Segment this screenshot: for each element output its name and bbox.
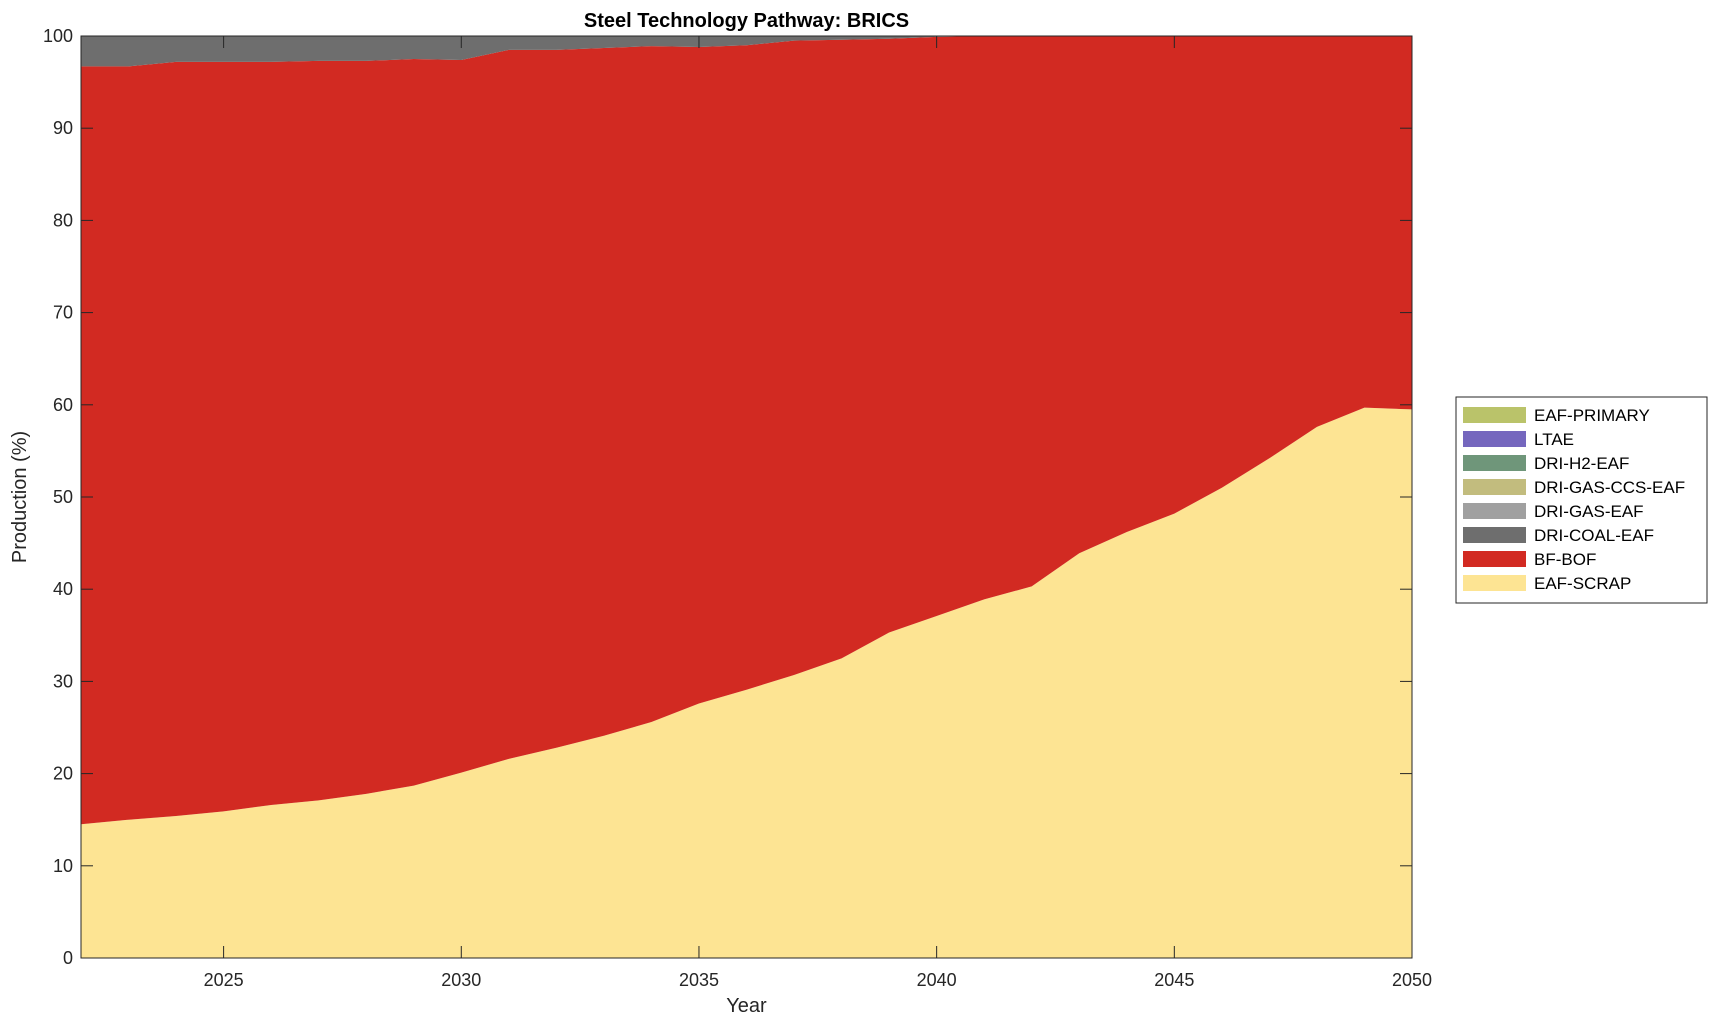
- legend-label-dri-coal-eaf: DRI-COAL-EAF: [1534, 526, 1654, 545]
- x-tick-label: 2045: [1154, 970, 1194, 990]
- legend-swatch-ltae: [1463, 431, 1526, 447]
- y-tick-label: 20: [53, 764, 73, 784]
- y-tick-label: 90: [53, 118, 73, 138]
- y-tick-label: 60: [53, 395, 73, 415]
- y-tick-label: 0: [63, 948, 73, 968]
- legend-label-dri-h2-eaf: DRI-H2-EAF: [1534, 454, 1629, 473]
- y-axis: 0 10 20 30 40 50 60 70 80 90 100: [43, 26, 1412, 968]
- x-tick-label: 2040: [917, 970, 957, 990]
- legend-swatch-bf-bof: [1463, 551, 1526, 567]
- legend-swatch-dri-gas-eaf: [1463, 503, 1526, 519]
- x-tick-label: 2035: [679, 970, 719, 990]
- legend-label-eaf-primary: EAF-PRIMARY: [1534, 406, 1650, 425]
- legend-swatch-dri-gas-ccs-eaf: [1463, 479, 1526, 495]
- legend-label-eaf-scrap: EAF-SCRAP: [1534, 574, 1631, 593]
- x-tick-label: 2050: [1392, 970, 1432, 990]
- legend: EAF-PRIMARY LTAE DRI-H2-EAF DRI-GAS-CCS-EAF…: [1455, 396, 1708, 604]
- legend-label-dri-gas-ccs-eaf: DRI-GAS-CCS-EAF: [1534, 478, 1685, 497]
- y-tick-label: 40: [53, 579, 73, 599]
- legend-swatch-eaf-primary: [1463, 407, 1526, 423]
- x-tick-label: 2030: [441, 970, 481, 990]
- x-axis: 2025 2030 2035 2040 2045 2050: [204, 36, 1432, 990]
- y-tick-label: 10: [53, 856, 73, 876]
- area-dri-coal-eaf: [81, 36, 1412, 67]
- legend-label-ltae: LTAE: [1534, 430, 1574, 449]
- area-eaf-scrap: [81, 407, 1412, 958]
- legend-label-dri-gas-eaf: DRI-GAS-EAF: [1534, 502, 1644, 521]
- y-tick-label: 30: [53, 671, 73, 691]
- y-tick-label: 80: [53, 210, 73, 230]
- chart-title: Steel Technology Pathway: BRICS: [584, 10, 909, 32]
- y-tick-label: 100: [43, 26, 73, 46]
- y-axis-label: Production (%): [9, 431, 31, 563]
- legend-label-bf-bof: BF-BOF: [1534, 550, 1596, 569]
- area-bf-bof: [81, 36, 1412, 825]
- legend-swatch-dri-h2-eaf: [1463, 455, 1526, 471]
- y-tick-label: 70: [53, 303, 73, 323]
- plot-areas: [81, 36, 1412, 958]
- x-axis-label: Year: [726, 995, 767, 1017]
- y-tick-label: 50: [53, 487, 73, 507]
- legend-swatch-dri-coal-eaf: [1463, 527, 1526, 543]
- legend-box: [1455, 396, 1708, 604]
- legend-swatch-eaf-scrap: [1463, 575, 1526, 591]
- x-tick-label: 2025: [204, 970, 244, 990]
